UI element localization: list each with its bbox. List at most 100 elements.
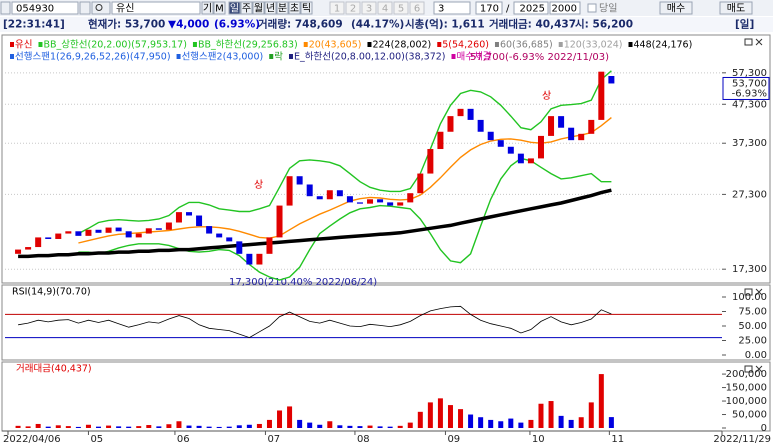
volume-bar [427,402,433,428]
y-tick-label: 200,000 [726,369,767,380]
code-dropdown[interactable] [79,1,91,15]
stock-name: 유신 [116,3,134,15]
number-label: 4 [382,4,388,15]
legend-label: 20(43,605) [309,40,362,51]
candle [427,149,434,174]
candle [15,249,22,254]
button[interactable] [201,1,214,15]
candle [206,226,213,234]
legend-label: BB_하한선(29,256.83) [198,39,298,51]
volume-bar [578,417,584,428]
legend-swatch [176,54,181,59]
button[interactable] [213,1,226,15]
buy-button[interactable] [659,1,693,15]
time: [22:31:41] [3,19,65,31]
number-button[interactable] [377,1,393,15]
number-button[interactable] [409,1,425,15]
number-button[interactable] [361,1,377,15]
candle [346,196,353,203]
candle [367,199,374,204]
search-button[interactable] [91,1,111,15]
volume-pct: (44.17%) [351,19,404,31]
volume-bar [458,409,464,428]
volume-bar [468,414,474,428]
volume-bar [287,406,293,428]
y-tick-label: 47,300 [732,99,767,110]
x-tick-label: 08 [357,434,370,445]
legend-label: 락 [274,51,283,63]
period-button[interactable] [276,1,289,15]
legend-swatch [38,42,43,47]
period-label: 일 [230,3,239,15]
amount-input[interactable] [549,1,581,15]
volume-bar [216,426,222,428]
number-button[interactable] [329,1,345,15]
period-button[interactable] [264,1,277,15]
volume-bar [608,417,614,428]
candle [266,237,273,254]
candle [336,190,343,197]
period-button[interactable] [252,1,265,15]
period-button[interactable] [228,1,241,15]
panel-buttons [744,38,763,373]
period-label: 월 [254,3,263,15]
volume-bar [347,425,353,428]
candle [216,233,223,238]
period-button[interactable] [300,1,313,15]
volume-bar [146,425,152,428]
volume-bar [357,426,363,428]
volume-bar [266,419,272,428]
code-input[interactable] [11,1,79,15]
period-button[interactable] [288,1,301,15]
candle [517,153,524,164]
legend-swatch [303,42,308,47]
rsi-title: RSI(14,9)(70.70) [12,287,91,298]
candle [316,196,323,200]
interval-select[interactable] [433,1,471,15]
year-input[interactable] [513,1,549,15]
candle [95,229,102,233]
number-label: 5 [398,4,404,15]
volume-bar [317,424,323,428]
volume-bar [508,418,514,428]
first-button[interactable] [0,1,11,15]
code: 054930 [16,4,54,15]
sell-button[interactable] [719,1,753,15]
candle [356,202,363,204]
today-checkbox[interactable] [587,3,597,13]
candle [155,228,162,230]
candle [196,215,203,227]
trade-value: 거래대금: 40,437 [489,18,576,31]
y-tick-label: 150,000 [726,383,767,394]
candle [105,227,112,233]
candle [145,228,152,234]
number-button[interactable] [393,1,409,15]
candle [457,108,464,117]
number-button[interactable] [345,1,361,15]
candle [487,131,494,141]
candle [568,127,575,141]
candle [598,71,605,120]
candle [276,205,283,238]
candle [377,199,384,203]
y-tick-label: 75.00 [738,307,767,318]
candle [25,247,32,250]
period-label: 틱 [302,3,311,15]
volume-bar [387,426,393,428]
candle [306,184,313,197]
volume-bar [96,426,102,428]
volume-bar [498,421,504,428]
count-input[interactable] [475,1,503,15]
candle [65,231,72,234]
candle [407,193,414,203]
year: 2025 [520,4,545,15]
signal-label: 상 [542,90,551,102]
legend-label: 224(28,002) [372,40,431,51]
amount: 2000 [552,4,577,15]
period-button[interactable] [240,1,253,15]
x-tick-label: 09 [447,434,460,445]
x-tick-label: 07 [267,434,280,445]
legend-label: 120(33,024) [564,40,623,51]
candle [447,116,454,132]
